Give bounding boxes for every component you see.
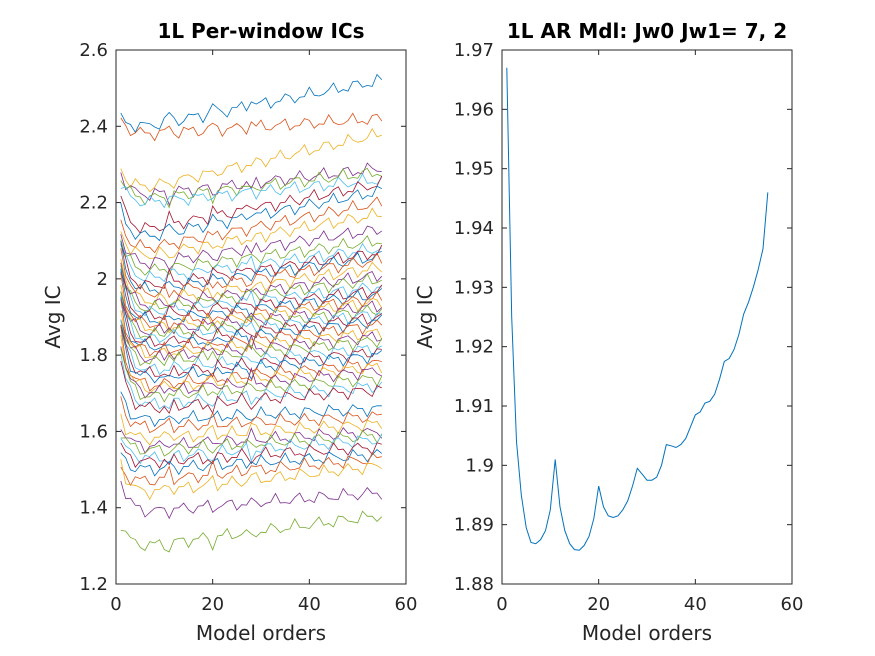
y-tick-label: 2.4	[79, 116, 108, 137]
window-ic-line	[120, 348, 383, 403]
right-y-axis-label: Avg IC	[413, 285, 437, 348]
window-ic-line	[120, 242, 383, 283]
window-ic-line	[120, 196, 383, 254]
window-ic-line	[120, 326, 382, 392]
window-ic-line	[120, 320, 382, 376]
y-tick-label: 2.6	[79, 40, 108, 61]
y-tick-label: 1.95	[454, 159, 494, 180]
window-ic-line	[120, 413, 383, 446]
window-ic-line	[120, 459, 383, 501]
window-ic-line	[120, 243, 383, 290]
window-ic-line	[120, 346, 382, 399]
window-ic-line	[120, 310, 383, 358]
x-tick-label: 20	[587, 594, 610, 615]
window-ic-line	[120, 127, 382, 193]
y-tick-label: 1.91	[454, 396, 494, 417]
y-tick-label: 1.6	[79, 421, 108, 442]
window-ic-line	[120, 295, 382, 343]
window-ic-line	[120, 248, 383, 299]
window-ic-line	[120, 480, 383, 520]
window-ic-line	[120, 353, 383, 410]
y-tick-label: 1.94	[454, 218, 494, 239]
y-tick-label: 1.9	[465, 455, 494, 476]
x-tick-label: 40	[298, 594, 321, 615]
window-ic-line	[120, 225, 383, 271]
left-y-axis-label: Avg IC	[41, 285, 65, 348]
window-ic-line	[120, 291, 383, 339]
window-ic-line	[120, 291, 383, 336]
window-ic-line	[120, 448, 383, 477]
window-ic-line	[120, 442, 382, 469]
window-ic-line	[120, 510, 383, 553]
left-axes: 0 20 40 60 1.2 1.4 1.6 1.8 2 2.2 2.4 2.6 1L Per-win…	[41, 19, 417, 645]
window-ic-line	[120, 335, 383, 394]
y-tick-label: 1.89	[454, 515, 494, 536]
y-tick-label: 1.97	[454, 40, 494, 61]
y-tick-label: 1.96	[454, 99, 494, 120]
left-series-lines	[120, 73, 383, 553]
window-ic-line	[120, 265, 382, 312]
window-ic-line	[120, 319, 382, 363]
y-tick-label: 1.4	[79, 498, 108, 519]
window-ic-line	[120, 325, 383, 384]
window-ic-line	[120, 433, 383, 465]
window-ic-line	[120, 396, 382, 434]
y-tick-label: 1.2	[79, 574, 108, 595]
x-tick-label: 40	[684, 594, 707, 615]
right-ticks: 0 20 40 60 1.88 1.89 1.9 1.91 1.92 1.93 1.94 1.95 1.…	[454, 40, 804, 615]
x-tick-label: 60	[781, 594, 804, 615]
y-tick-label: 1.8	[79, 345, 108, 366]
window-ic-line	[120, 319, 383, 367]
y-tick-label: 1.92	[454, 337, 494, 358]
x-tick-label: 0	[496, 594, 507, 615]
window-ic-line	[120, 298, 383, 357]
right-x-axis-label: Model orders	[582, 621, 712, 645]
window-ic-line	[120, 285, 383, 334]
window-ic-line	[120, 185, 382, 242]
y-tick-label: 2.2	[79, 193, 108, 214]
right-series-lines	[506, 67, 769, 551]
y-tick-label: 2	[97, 269, 108, 290]
x-tick-label: 60	[395, 594, 418, 615]
left-ticks: 0 20 40 60 1.2 1.4 1.6 1.8 2 2.2 2.4 2.6	[79, 40, 417, 615]
window-ic-line	[120, 235, 382, 276]
x-tick-label: 0	[110, 594, 121, 615]
window-ic-line	[120, 391, 382, 428]
window-ic-line	[120, 360, 382, 415]
window-ic-line	[120, 73, 383, 134]
ar-model-ic-line	[506, 67, 769, 551]
window-ic-line	[120, 324, 382, 378]
left-x-axis-label: Model orders	[196, 621, 326, 645]
x-tick-label: 20	[201, 594, 224, 615]
left-chart-title: 1L Per-window ICs	[157, 19, 364, 43]
window-ic-line	[120, 427, 383, 454]
window-ic-line	[120, 112, 383, 142]
right-plot-area	[501, 49, 793, 585]
window-ic-line	[120, 268, 383, 324]
window-ic-line	[120, 271, 383, 321]
window-ic-line	[120, 452, 382, 487]
window-ic-line	[120, 173, 383, 209]
right-chart-title: 1L AR Mdl: Jw0 Jw1= 7, 2	[507, 19, 787, 43]
window-ic-line	[120, 429, 383, 457]
y-tick-label: 1.88	[454, 574, 494, 595]
y-tick-label: 1.93	[454, 277, 494, 298]
window-ic-line	[120, 207, 382, 260]
right-axes: 0 20 40 60 1.88 1.89 1.9 1.91 1.92 1.93 1.94 1.95 1.…	[413, 19, 803, 645]
